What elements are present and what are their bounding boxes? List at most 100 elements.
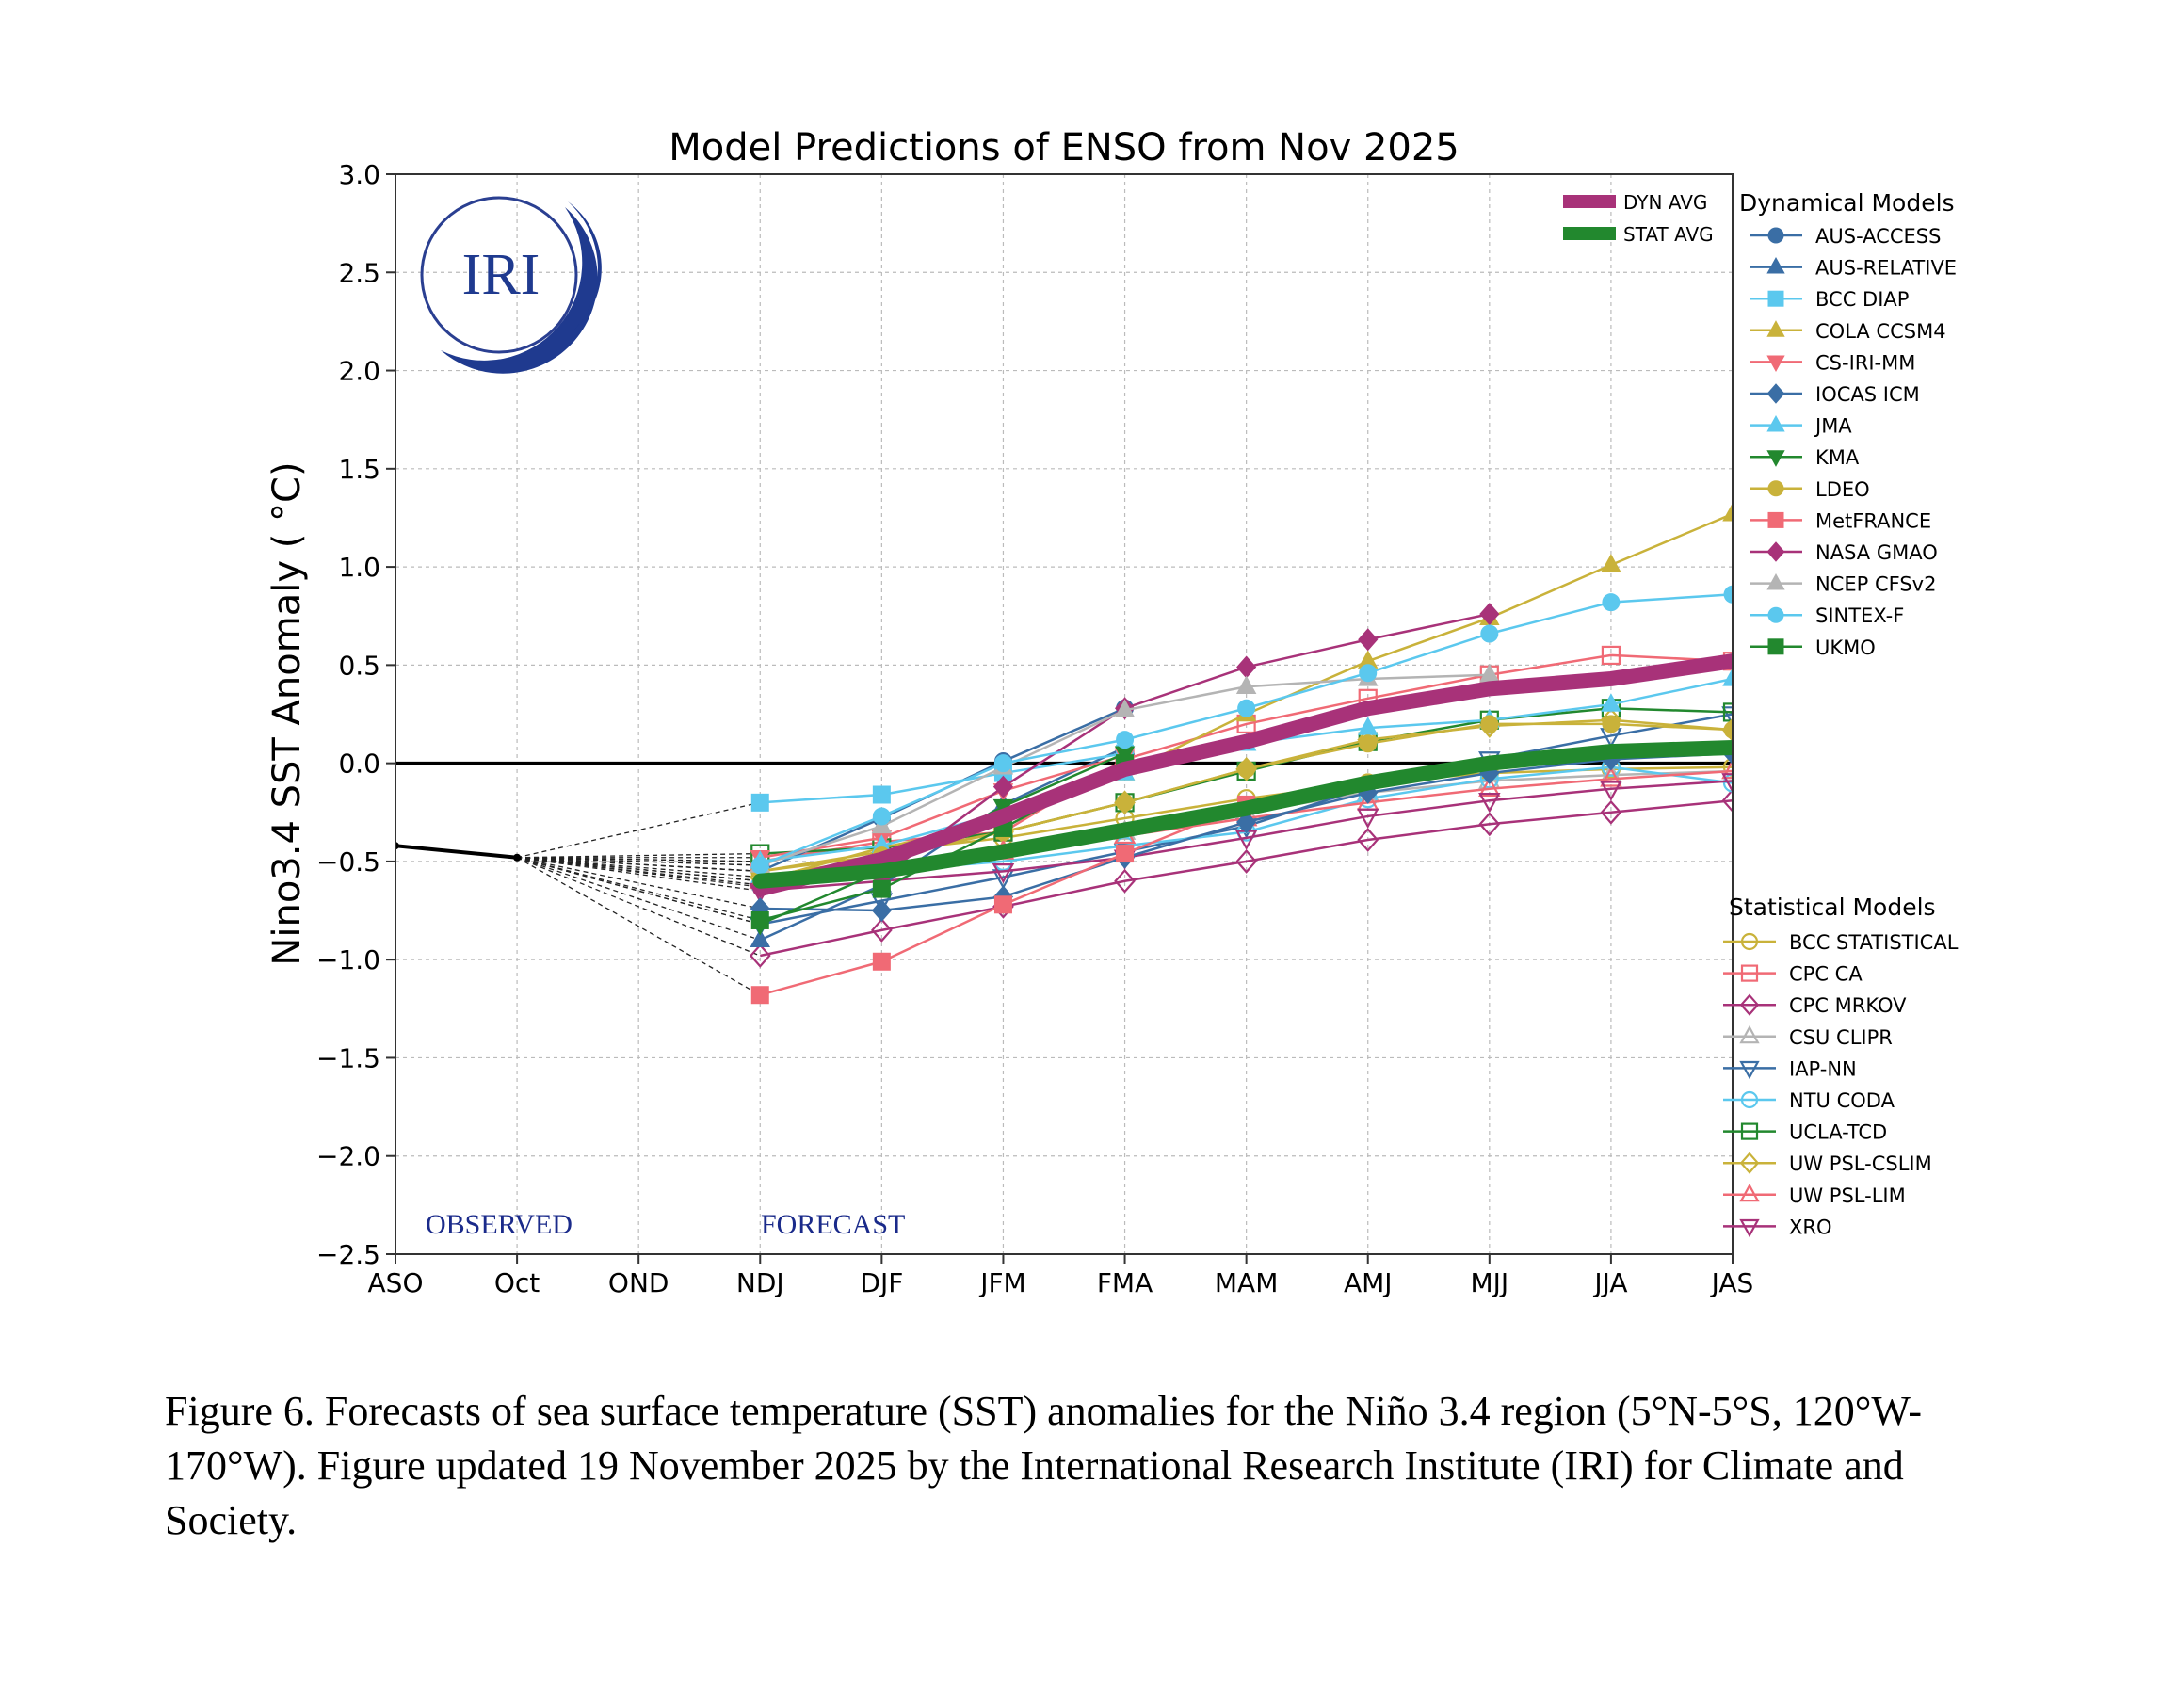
point-cola-ccsm4 [1601, 554, 1621, 572]
point-ldeo [1480, 715, 1499, 733]
point-ldeo [1237, 760, 1256, 779]
point-jma [1722, 668, 1733, 686]
point-cpc-mrkov [1114, 868, 1136, 894]
point-ldeo [1723, 720, 1733, 739]
x-tick-label: FMA [1097, 1267, 1153, 1298]
legend-marker-cpc-ca [1740, 964, 1759, 982]
series-line-bcc-diap [760, 751, 1125, 804]
point-cpc-mrkov [749, 943, 771, 968]
point-xro [1600, 781, 1622, 801]
connector-uw-psl-lim [517, 857, 761, 882]
legend-label-aus-relative: AUS-RELATIVE [1815, 257, 1957, 280]
point-ncep-cfsv2 [1114, 699, 1136, 718]
point-nasa-gmao [1236, 655, 1257, 679]
x-tick-label: JAS [1710, 1267, 1754, 1298]
legend-label-ntu-coda: NTU CODA [1789, 1089, 1895, 1112]
series-line-xro [760, 780, 1733, 893]
x-tick-label: AMJ [1344, 1267, 1393, 1298]
y-tick-label: −1.5 [316, 1042, 380, 1073]
point-sintex-f [1116, 731, 1135, 749]
legend-marker-ncep-cfsv2 [1766, 572, 1785, 590]
logo-crescent-outer [568, 201, 602, 330]
point-bcc-diap [872, 785, 891, 804]
legend-marker-csu-clipr [1739, 1024, 1760, 1044]
legend-marker-sintex-f [1767, 606, 1784, 623]
connector-uw-psl-cslim [517, 857, 761, 878]
connector-xro [517, 857, 761, 892]
series-cpc-mrkov [749, 788, 1733, 968]
plot-frame [395, 173, 1734, 1255]
connector-metfrance [516, 857, 761, 996]
connector-sintex-f [517, 857, 761, 866]
point-cpc-mrkov [1478, 812, 1501, 837]
logo-text: IRI [462, 243, 540, 307]
point-iap-nn [1721, 706, 1733, 727]
legend-label-stat-avg: STAT AVG [1623, 223, 1714, 246]
connector-bcc-statistical [517, 857, 761, 872]
legend-label-csu-clipr: CSU CLIPR [1789, 1026, 1893, 1049]
legend-marker-cpc-mrkov [1739, 993, 1760, 1016]
point-cpc-mrkov [1357, 828, 1379, 852]
legend-label-ldeo: LDEO [1815, 478, 1870, 501]
point-jma [1601, 693, 1621, 712]
point-cola-ccsm4 [1722, 502, 1733, 522]
point-sintex-f [1602, 593, 1621, 612]
legend-label-cola-ccsm4: COLA CCSM4 [1815, 320, 1946, 343]
legend-label-nasa-gmao: NASA GMAO [1815, 541, 1938, 564]
chart-title: Model Predictions of ENSO from Nov 2025 [669, 126, 1459, 169]
legend-label-uw-psl-cslim: UW PSL-CSLIM [1789, 1152, 1932, 1175]
connector-cpc-mrkov [516, 857, 761, 957]
point-sintex-f [1480, 624, 1499, 643]
statistical-legend: BCC STATISTICAL CPC CA CPC MRKOV CSU CLIPR I… [1723, 931, 1959, 1238]
legend-label-ukmo: UKMO [1815, 636, 1876, 659]
legend-marker-ucla-tcd [1740, 1122, 1759, 1140]
point-jma [1357, 717, 1379, 735]
legend-label-metfrance: MetFRANCE [1815, 509, 1931, 532]
legend-statistical-title: Statistical Models [1729, 894, 1936, 921]
x-tick-label: MAM [1215, 1267, 1278, 1298]
y-tick-label: 0.0 [338, 749, 380, 780]
point-xro [1478, 792, 1501, 814]
point-metfrance [1116, 845, 1135, 863]
axis-ticks: 3.0 2.5 2.0 1.5 1.0 0.5 0.0 −0.5 −1.0 −1.5 −2.0 −2.… [316, 159, 1753, 1298]
legend-marker-iocas-icm [1766, 383, 1785, 404]
observed-point [513, 853, 522, 862]
legend-label-cpc-ca: CPC CA [1789, 963, 1863, 986]
point-ukmo [750, 910, 769, 929]
legend-marker-bcc-statistical [1740, 932, 1759, 951]
legend-label-cs-iri-mm: CS-IRI-MM [1815, 351, 1915, 374]
legend-marker-jma [1766, 414, 1785, 432]
x-tick-label: MJJ [1470, 1267, 1508, 1298]
legend-label-sintex-f: SINTEX-F [1815, 604, 1904, 627]
point-cpc-mrkov [870, 917, 893, 943]
dynamical-legend: AUS-ACCESS AUS-RELATIVE BCC DIAP COLA CCSM4… [1750, 225, 1957, 659]
legend-label-jma: JMA [1814, 415, 1852, 438]
y-tick-label: 1.0 [338, 552, 380, 583]
x-tick-label: OND [608, 1267, 669, 1298]
point-uw-psl-lim [1721, 758, 1733, 780]
legend-dynamical-title: Dynamical Models [1739, 189, 1955, 217]
observed-line [395, 844, 518, 860]
connector-bcc-diap [516, 801, 761, 859]
point-ntu-coda [1722, 773, 1733, 793]
point-ldeo [1116, 793, 1135, 812]
legend-marker-kma [1766, 450, 1785, 467]
point-iocas-icm [871, 899, 892, 923]
legend-label-ucla-tcd: UCLA-TCD [1789, 1121, 1887, 1144]
legend-marker-ldeo [1767, 480, 1784, 497]
point-ncep-cfsv2 [1235, 675, 1257, 695]
legend-marker-uw-psl-lim [1739, 1183, 1760, 1202]
y-tick-label: 0.5 [338, 650, 380, 681]
legend-label-cpc-mrkov: CPC MRKOV [1789, 994, 1907, 1017]
series-line-cs-iri-mm [760, 754, 1125, 859]
connector-ucla-tcd [517, 852, 761, 859]
iri-logo: IRI [420, 196, 602, 374]
series-sintex-f [750, 585, 1733, 875]
legend-label-uw-psl-lim: UW PSL-LIM [1789, 1184, 1906, 1207]
legend-marker-xro [1739, 1218, 1760, 1238]
y-tick-label: 1.5 [338, 454, 380, 485]
point-xro [992, 863, 1015, 884]
point-bcc-statistical [1722, 757, 1733, 777]
point-nasa-gmao [1358, 628, 1379, 652]
point-ukmo [872, 879, 891, 898]
